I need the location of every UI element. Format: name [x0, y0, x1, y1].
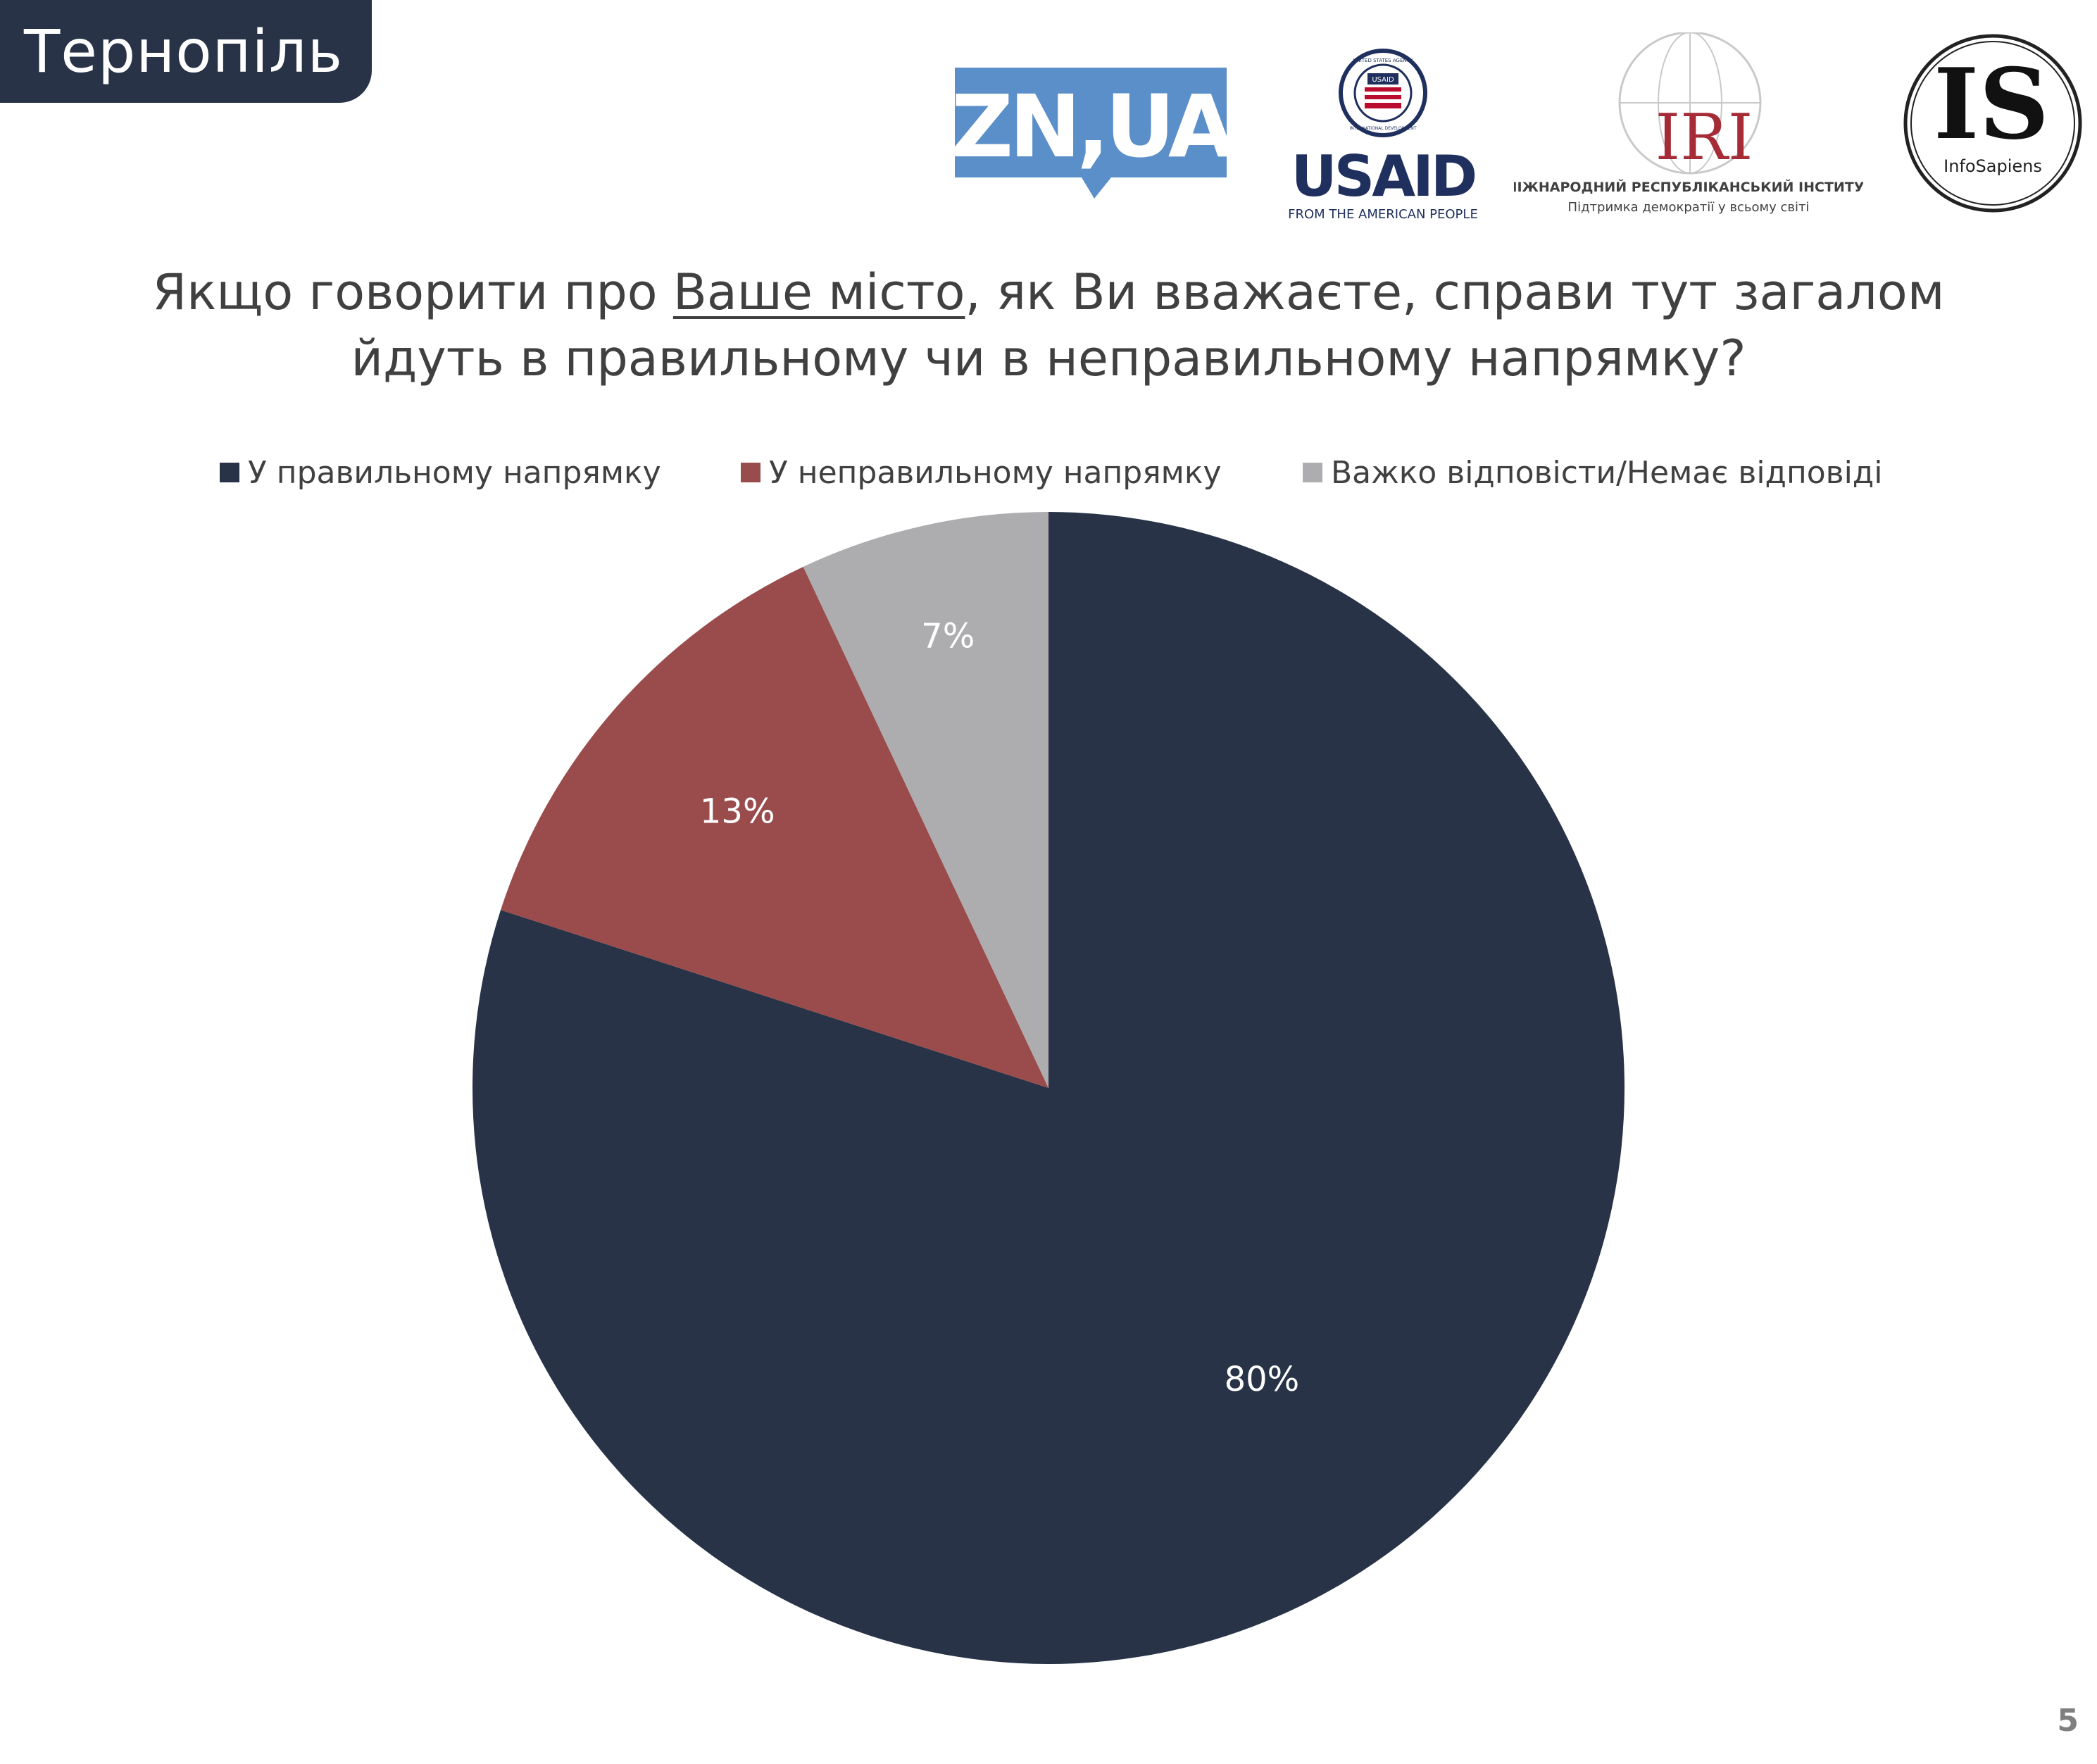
legend-label-wrong-direction: У неправильному напрямку — [769, 454, 1222, 491]
data-label-right-direction: 80% — [1225, 1360, 1300, 1399]
pie-chart: 80% 13% 7% — [472, 512, 1625, 1664]
infosapiens-mark: IS — [1934, 46, 2049, 161]
legend-swatch-right-direction — [220, 463, 239, 482]
usaid-seal-badge-text: USAID — [1372, 76, 1394, 84]
usaid-seal-top-text: UNITED STATES AGENCY — [1353, 58, 1413, 63]
usaid-tagline: FROM THE AMERICAN PEOPLE — [1288, 207, 1478, 222]
usaid-wordmark: USAID — [1291, 144, 1475, 209]
question-title: Якщо говорити про Ваше місто, як Ви вваж… — [70, 259, 2027, 392]
legend-item-wrong-direction: У неправильному напрямку — [741, 449, 1222, 496]
zn-ua-logo-text: ZN,UA — [955, 77, 1227, 177]
zn-ua-logo: ZN,UA — [955, 68, 1227, 199]
chart-legend: У правильному напрямку У неправильному н… — [0, 449, 2097, 496]
usaid-seal-badge — [1367, 73, 1398, 85]
question-line-2: йдуть в правильному чи в неправильному н… — [351, 330, 1746, 387]
legend-item-hard-to-say: Важко відповісти/Немає відповіді — [1303, 449, 1882, 496]
pie-slice-hard-to-say — [803, 512, 1048, 1088]
usaid-logo: UNITED STATES AGENCY USAID INTERNATIONAL… — [1288, 49, 1478, 222]
question-part-2: , як Ви вважаєте, справи тут загалом — [965, 263, 1945, 321]
question-underlined: Ваше місто — [672, 263, 965, 321]
pie-slice-wrong-direction — [501, 566, 1048, 1088]
data-label-hard-to-say: 7% — [921, 616, 975, 656]
legend-swatch-hard-to-say — [1303, 463, 1322, 482]
data-label-wrong-direction: 13% — [700, 792, 775, 832]
iri-tagline: Підтримка демократії у всьому світі — [1568, 200, 1810, 215]
legend-label-right-direction: У правильному напрямку — [248, 454, 661, 491]
usaid-seal-bottom-text: INTERNATIONAL DEVELOPMENT — [1350, 126, 1417, 131]
infosapiens-ring-outer — [1903, 34, 2082, 213]
infosapiens-ring-inner — [1910, 41, 2075, 206]
usaid-seal-stripe-white-1 — [1365, 92, 1401, 95]
zn-ua-logo-bubble — [955, 68, 1227, 199]
usaid-seal-stripes — [1365, 87, 1401, 108]
question-part-1: Якщо говорити про — [152, 263, 673, 321]
legend-item-right-direction: У правильному напрямку — [220, 449, 661, 496]
legend-label-hard-to-say: Важко відповісти/Немає відповіді — [1331, 454, 1883, 491]
usaid-seal-stripe-white-2 — [1365, 99, 1401, 103]
infosapiens-logo: IS InfoSapiens — [1903, 34, 2082, 213]
iri-full-name: МІЖНАРОДНИЙ РЕСПУБЛІКАНСЬКИЙ ІНСТИТУТ — [1514, 179, 1863, 195]
question-line-1: Якщо говорити про Ваше місто, як Ви вваж… — [70, 259, 2027, 325]
page-number: 5 — [2057, 1703, 2079, 1739]
infosapiens-name: InfoSapiens — [1943, 156, 2042, 176]
iri-wordmark: IRI — [1655, 101, 1753, 175]
city-tab: Тернопіль — [0, 0, 372, 103]
iri-logo: IRI МІЖНАРОДНИЙ РЕСПУБЛІКАНСЬКИЙ ІНСТИТУ… — [1514, 32, 1863, 215]
legend-swatch-wrong-direction — [741, 463, 760, 482]
